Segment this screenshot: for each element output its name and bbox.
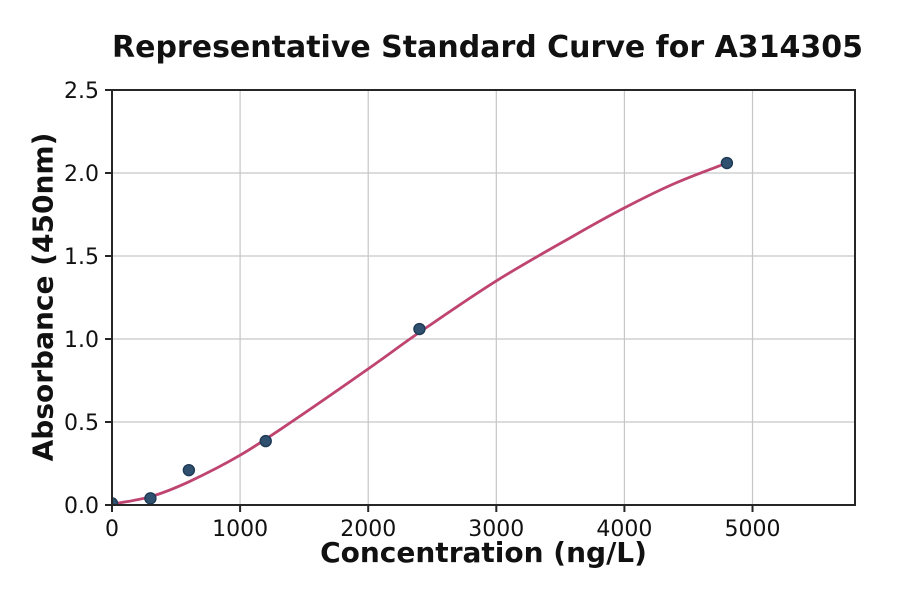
data-point [720, 156, 734, 170]
x-tick-label-1000: 1000 [212, 517, 268, 542]
data-point [413, 322, 426, 336]
tick-labels: 0 1000 2000 3000 4000 5000 0.0 0.5 1.0 1.5 2.0 2.5 [64, 79, 781, 542]
x-tick-label-2000: 2000 [340, 517, 396, 542]
y-tick-label-0.0: 0.0 [64, 494, 99, 519]
y-tick-label-0.5: 0.5 [64, 411, 99, 436]
tick-marks [105, 89, 754, 512]
data-point [182, 463, 196, 477]
y-axis-label: Absorbance (450nm) [26, 132, 60, 462]
x-axis-label: Concentration (ng/L) [320, 536, 647, 569]
x-tick-label-0: 0 [105, 517, 119, 542]
y-tick-label-1.0: 1.0 [64, 328, 99, 353]
x-tick-label-3000: 3000 [468, 517, 524, 542]
grid-lines [111, 89, 855, 506]
y-tick-label-2.5: 2.5 [64, 79, 99, 104]
y-tick-label-1.5: 1.5 [64, 245, 99, 270]
data-points [112, 156, 734, 505]
x-tick-label-4000: 4000 [596, 517, 652, 542]
x-tick-label-5000: 5000 [725, 517, 781, 542]
y-tick-label-2.0: 2.0 [64, 162, 99, 187]
axes-box [111, 89, 856, 506]
data-point [112, 497, 119, 505]
fit-curve [112, 161, 729, 505]
data-point [144, 492, 157, 505]
data-point [259, 434, 272, 448]
chart-title: Representative Standard Curve for A31430… [112, 30, 864, 65]
